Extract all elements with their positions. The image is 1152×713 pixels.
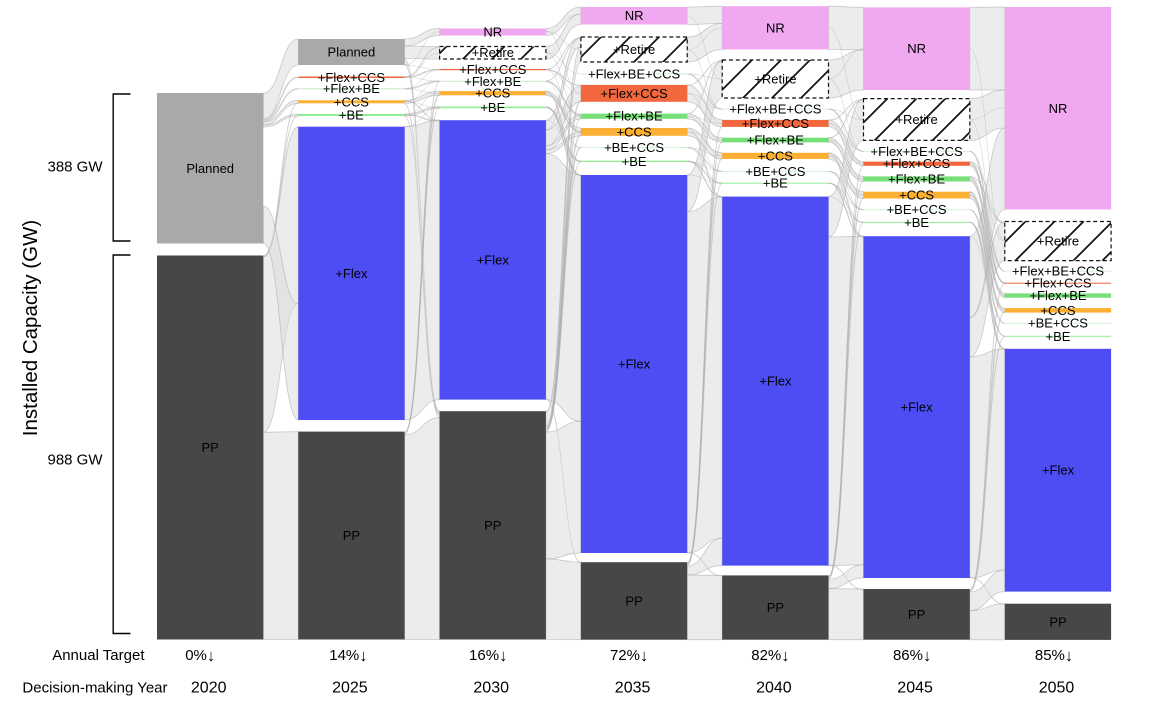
svg-text:+Flex+CCS: +Flex+CCS <box>1024 276 1092 291</box>
svg-text:+CCS: +CCS <box>475 86 510 101</box>
svg-text:NR: NR <box>1049 101 1068 116</box>
svg-text:2045: 2045 <box>897 680 933 697</box>
svg-text:Annual Target: Annual Target <box>52 647 145 664</box>
svg-text:+BE: +BE <box>763 176 788 191</box>
svg-text:+Flex+CCS: +Flex+CCS <box>742 116 810 131</box>
svg-text:+Flex+BE: +Flex+BE <box>888 171 945 186</box>
svg-text:Decision-making Year: Decision-making Year <box>22 680 167 697</box>
svg-text:+Flex: +Flex <box>477 252 510 267</box>
svg-text:Planned: Planned <box>328 45 376 60</box>
svg-text:+Flex+CCS: +Flex+CCS <box>600 86 668 101</box>
svg-text:PP: PP <box>202 440 219 455</box>
svg-text:+Retire: +Retire <box>754 72 796 87</box>
svg-text:+Flex+BE: +Flex+BE <box>323 81 380 96</box>
svg-text:16%↓: 16%↓ <box>469 647 507 665</box>
svg-text:+Flex+BE+CCS: +Flex+BE+CCS <box>1012 264 1104 279</box>
svg-text:2050: 2050 <box>1039 680 1075 697</box>
svg-text:988 GW: 988 GW <box>47 452 103 469</box>
svg-text:+Flex: +Flex <box>901 400 934 415</box>
svg-text:+Flex+BE+CCS: +Flex+BE+CCS <box>871 144 963 159</box>
svg-text:2030: 2030 <box>473 680 509 697</box>
svg-text:+Flex+BE: +Flex+BE <box>464 74 521 89</box>
svg-text:+BE+CCS: +BE+CCS <box>887 202 947 217</box>
svg-text:+Flex: +Flex <box>335 266 368 281</box>
svg-text:+Flex+BE: +Flex+BE <box>747 133 804 148</box>
svg-text:NR: NR <box>625 8 644 23</box>
svg-text:+CCS: +CCS <box>1040 303 1075 318</box>
svg-text:0%↓: 0%↓ <box>185 647 215 665</box>
svg-text:2025: 2025 <box>332 680 368 697</box>
svg-text:+Flex+CCS: +Flex+CCS <box>459 62 527 77</box>
svg-text:+BE: +BE <box>339 108 364 123</box>
svg-text:+BE: +BE <box>480 100 505 115</box>
svg-text:+Flex: +Flex <box>759 374 792 389</box>
svg-text:+BE: +BE <box>622 154 647 169</box>
svg-text:72%↓: 72%↓ <box>610 647 648 665</box>
svg-text:2035: 2035 <box>615 680 651 697</box>
svg-text:PP: PP <box>625 594 642 609</box>
svg-text:2020: 2020 <box>191 680 227 697</box>
svg-text:+Retire: +Retire <box>1037 234 1079 249</box>
svg-text:NR: NR <box>483 25 502 40</box>
svg-text:82%↓: 82%↓ <box>751 647 789 665</box>
svg-text:PP: PP <box>343 528 360 543</box>
svg-text:+BE: +BE <box>904 215 929 230</box>
svg-text:PP: PP <box>1049 614 1066 629</box>
svg-text:+BE+CCS: +BE+CCS <box>745 164 805 179</box>
svg-text:+BE+CCS: +BE+CCS <box>604 140 664 155</box>
svg-text:+Flex+BE: +Flex+BE <box>606 109 663 124</box>
svg-text:NR: NR <box>766 20 785 35</box>
svg-text:+Flex: +Flex <box>618 357 651 372</box>
svg-text:+CCS: +CCS <box>758 148 793 163</box>
svg-text:+Retire: +Retire <box>472 45 514 60</box>
svg-text:+BE: +BE <box>1046 329 1071 344</box>
svg-text:+Retire: +Retire <box>895 112 937 127</box>
svg-text:Planned: Planned <box>186 161 234 176</box>
svg-text:+Flex+CCS: +Flex+CCS <box>318 70 386 85</box>
svg-text:Installed Capacity (GW): Installed Capacity (GW) <box>19 220 42 436</box>
svg-text:PP: PP <box>484 518 501 533</box>
svg-text:86%↓: 86%↓ <box>893 647 931 665</box>
svg-text:85%↓: 85%↓ <box>1035 647 1073 665</box>
svg-text:+Retire: +Retire <box>613 42 655 57</box>
svg-text:+BE+CCS: +BE+CCS <box>1028 316 1088 331</box>
svg-text:NR: NR <box>907 41 926 56</box>
svg-text:PP: PP <box>767 600 784 615</box>
svg-text:388 GW: 388 GW <box>47 159 103 176</box>
svg-text:PP: PP <box>908 607 925 622</box>
svg-text:14%↓: 14%↓ <box>329 647 367 665</box>
svg-text:+CCS: +CCS <box>899 188 934 203</box>
svg-text:+CCS: +CCS <box>334 94 369 109</box>
svg-text:+Flex+BE: +Flex+BE <box>1029 288 1086 303</box>
svg-text:+Flex: +Flex <box>1042 463 1075 478</box>
svg-text:+Flex+BE+CCS: +Flex+BE+CCS <box>588 66 680 81</box>
svg-text:+Flex+CCS: +Flex+CCS <box>883 156 951 171</box>
svg-text:+Flex+BE+CCS: +Flex+BE+CCS <box>729 102 821 117</box>
svg-text:2040: 2040 <box>756 680 792 697</box>
svg-text:+CCS: +CCS <box>617 124 652 139</box>
